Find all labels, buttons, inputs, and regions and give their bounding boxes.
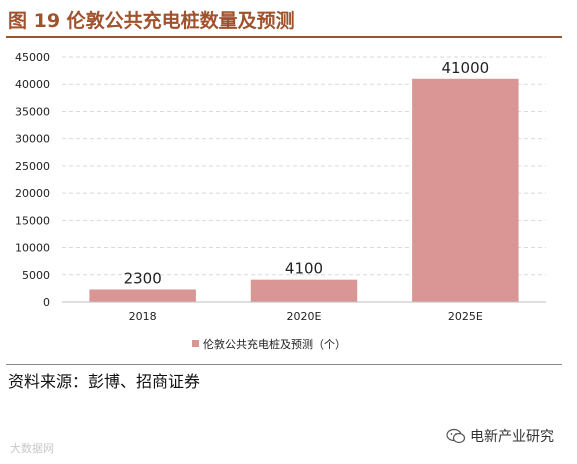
y-tick-label: 15000 xyxy=(15,214,50,227)
source-divider xyxy=(6,364,562,365)
data-labels: 2300 4100 41000 xyxy=(124,59,490,288)
bar-2020E xyxy=(250,279,358,302)
legend: 伦敦公共充电桩及预测（个） xyxy=(192,337,346,351)
data-label: 41000 xyxy=(441,59,489,77)
bar-2025E xyxy=(412,78,519,303)
y-tick-label: 20000 xyxy=(15,187,50,200)
y-tick-label: 45000 xyxy=(15,51,50,64)
source-note: 资料来源：彭博、招商证券 xyxy=(8,372,201,391)
y-tick-label: 35000 xyxy=(15,105,50,118)
legend-swatch xyxy=(192,340,199,347)
legend-label: 伦敦公共充电桩及预测（个） xyxy=(203,337,346,351)
bar-chart: 0 5000 10000 15000 20000 25000 30000 35000 40000… xyxy=(15,51,546,351)
watermark-right-label: 电新产业研究 xyxy=(470,429,554,445)
data-label: 2300 xyxy=(124,269,162,287)
y-tick-label: 30000 xyxy=(15,133,50,146)
watermark-left: 大数据网 xyxy=(10,442,54,455)
gridlines xyxy=(62,56,546,276)
x-tick-label: 2020E xyxy=(287,310,322,323)
data-label: 4100 xyxy=(285,260,323,278)
y-tick-label: 25000 xyxy=(15,160,50,173)
bar-2018 xyxy=(89,289,196,302)
title-divider xyxy=(6,36,562,38)
figure-title: 图 19 伦敦公共充电桩数量及预测 xyxy=(8,10,295,32)
y-tick-label: 5000 xyxy=(22,269,50,282)
x-axis-tick-labels: 2018 2020E 2025E xyxy=(129,310,483,323)
bars xyxy=(89,78,519,303)
x-tick-label: 2018 xyxy=(129,310,157,323)
y-tick-label: 10000 xyxy=(15,242,50,255)
y-axis-tick-labels: 0 5000 10000 15000 20000 25000 30000 35000 40000… xyxy=(15,51,50,309)
x-tick-label: 2025E xyxy=(448,310,483,323)
y-tick-label: 40000 xyxy=(15,78,50,91)
y-tick-label: 0 xyxy=(43,296,50,309)
wechat-icon xyxy=(446,428,466,444)
watermark-right: 电新产业研究 xyxy=(446,426,554,446)
